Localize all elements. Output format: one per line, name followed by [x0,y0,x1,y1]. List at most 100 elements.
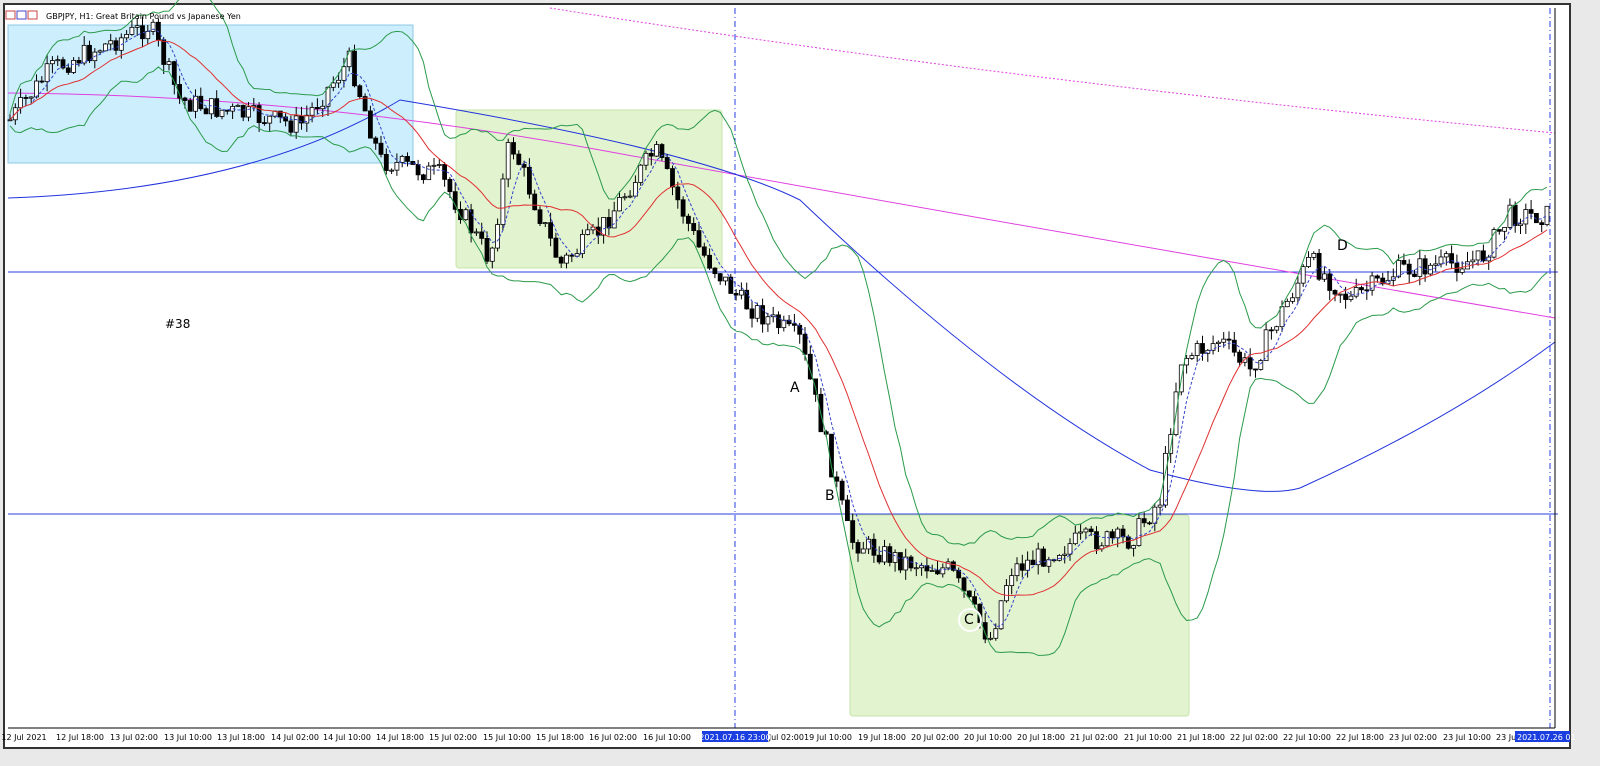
candle-body [1094,531,1099,550]
candle-body [1263,329,1269,362]
candle-body [717,273,723,282]
marker [958,608,982,632]
candle-body [675,186,681,201]
candle-body [145,31,151,40]
candle-body [373,137,379,144]
x-tick-label: 19 Jul 02:00 [756,733,804,742]
candle-body [860,548,866,554]
candle-body [314,107,320,110]
candle-body [420,174,426,181]
candle-body [961,577,967,592]
candle-body [648,152,654,157]
candle-body [1343,293,1348,300]
candle-body [87,44,92,62]
candle-body [1359,287,1364,291]
candle-body [1067,543,1073,555]
candle-body [1210,343,1216,351]
range-box [849,514,1190,717]
candle-body [1110,531,1115,539]
candle-body [723,276,728,282]
candle-body [776,314,781,329]
candle-body [330,82,336,88]
candle-body [882,546,887,563]
candle-body [1290,297,1295,302]
candle-body [1475,250,1481,261]
candle-body [505,142,511,180]
candle-body [1125,536,1131,549]
annotation: C [964,612,974,628]
x-tick-label: 19 Jul 18:00 [858,733,906,742]
candle-body [283,116,289,122]
candle-body [712,267,718,275]
candle-body [34,80,39,98]
candle-body [495,224,501,249]
candle-body [1030,559,1036,566]
candle-body [256,105,262,123]
candle-body [749,308,755,319]
candle-body [527,166,532,195]
candle-body [304,114,310,124]
icon [5,10,16,20]
candle-body [966,590,972,598]
candle-body [1375,275,1380,279]
candle-body [166,61,172,65]
candle-body [850,520,856,543]
x-tick-label: 23 Jul 10:00 [1443,733,1491,742]
candle-body [532,193,538,211]
candle-body [696,230,702,248]
candle-body [871,538,877,556]
x-tick-label: 12 Jul 2021 [1,733,46,742]
candle-body [367,110,373,139]
candle-body [611,210,617,229]
candle-body [585,229,591,235]
candle-body [622,196,628,199]
candle-body [951,561,956,571]
candle-body [691,223,697,232]
candle-body [988,637,993,640]
candle-body [442,164,448,180]
candle-body [405,156,410,162]
candle-body [473,231,479,234]
candle-body [1136,518,1142,546]
candle-body [44,63,50,82]
icon [16,10,27,20]
candle-body [1019,563,1025,571]
candle-body [309,107,315,116]
candle-body [903,556,909,571]
candle-body [733,293,739,296]
candle-body [542,222,548,225]
candle-body [1481,250,1486,262]
candle-body [1528,209,1534,214]
candle-body [982,622,988,640]
crosshair-label-bg [1515,731,1570,742]
x-tick-label: 20 Jul 10:00 [964,733,1012,742]
x-tick-label: 14 Jul 02:00 [271,733,319,742]
bollinger-upper [9,0,1548,546]
candle-body [1004,585,1009,602]
candle-body [1412,273,1417,277]
window-title: GBPJPY, H1: Great Britain Pound vs Japan… [46,12,241,21]
candle-body [431,164,437,167]
x-tick-label: 19 Jul 10:00 [804,733,852,742]
bollinger-lower [9,66,1548,656]
candle-body [1115,528,1121,539]
price-series [7,0,1550,656]
x-tick-label: 14 Jul 18:00 [376,733,424,742]
candle-body [940,567,946,575]
candle-body [240,104,246,118]
candle-body [754,305,760,319]
candle-body [765,316,771,325]
candle-body [728,276,734,294]
candle-body [1046,559,1052,567]
candle-body [18,97,24,109]
candle-body [134,25,140,28]
candle-body [1253,368,1258,371]
x-tick-label: 20 Jul 18:00 [1017,733,1065,742]
candle-body [1279,306,1285,328]
annotation: B [825,488,835,504]
candle-body [97,50,103,53]
candle-body [1470,259,1476,263]
candle-body [1322,273,1327,280]
candle-body [1141,518,1147,524]
